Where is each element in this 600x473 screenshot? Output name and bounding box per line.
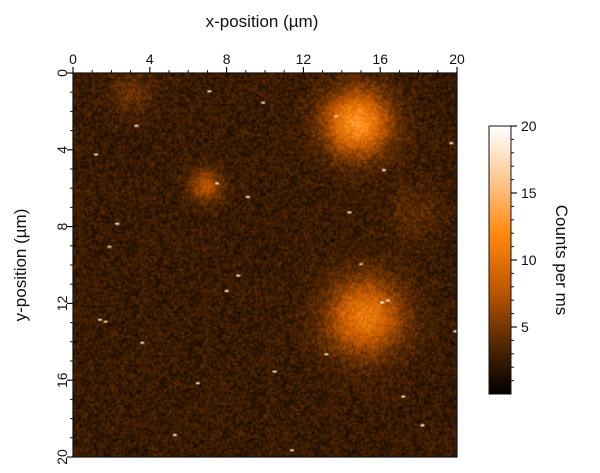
heatmap-image bbox=[73, 73, 457, 457]
y-tick-label: 0 bbox=[54, 69, 70, 77]
colorbar-tick-label: 15 bbox=[521, 185, 537, 201]
colorbar-ticks: 5 10 15 20 bbox=[511, 118, 537, 382]
y-tick-label: 16 bbox=[54, 372, 70, 388]
y-tick-label: 12 bbox=[54, 295, 70, 311]
colorbar-label: Counts per ms bbox=[552, 205, 571, 316]
y-axis-ticks: 0 4 8 12 16 20 bbox=[54, 69, 73, 465]
x-tick-label: 16 bbox=[372, 51, 388, 67]
x-tick-label: 20 bbox=[449, 51, 465, 67]
colorbar-tick-label: 20 bbox=[521, 118, 537, 134]
x-tick-label: 4 bbox=[146, 51, 154, 67]
x-tick-label: 0 bbox=[69, 51, 77, 67]
colorbar-tick-label: 5 bbox=[521, 319, 529, 335]
colorbar-gradient bbox=[488, 125, 512, 395]
y-tick-label: 8 bbox=[54, 222, 70, 230]
x-axis-ticks: 0 4 8 12 16 20 bbox=[69, 51, 465, 73]
colorbar: 5 10 15 20 Counts per ms bbox=[488, 118, 571, 395]
x-tick-label: 8 bbox=[223, 51, 231, 67]
x-tick-label: 12 bbox=[296, 51, 312, 67]
x-axis-label: x-position (µm) bbox=[206, 12, 319, 31]
y-axis-label: y-position (µm) bbox=[11, 209, 30, 322]
heatmap-plot-area: 0 4 8 12 16 20 0 4 8 12 16 20 bbox=[54, 51, 465, 465]
y-tick-label: 4 bbox=[54, 146, 70, 154]
y-tick-label: 20 bbox=[54, 449, 70, 465]
colorbar-tick-label: 10 bbox=[521, 252, 537, 268]
